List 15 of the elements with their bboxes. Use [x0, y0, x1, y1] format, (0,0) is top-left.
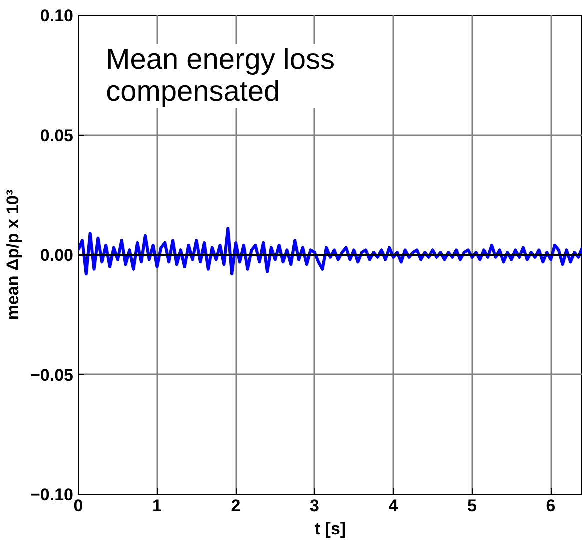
x-axis-title: t [s] — [314, 520, 346, 538]
y-tick-label: 0.00 — [40, 246, 74, 265]
x-tick-label: 2 — [231, 496, 241, 516]
y-axis-title: mean Δp/p x 10³ — [3, 190, 22, 320]
y-tick-label: 0.05 — [40, 126, 74, 146]
x-tick-label: 4 — [388, 496, 399, 516]
x-tick-label: 1 — [152, 496, 162, 516]
annotation: Mean energy loss compensated — [106, 44, 335, 108]
y-tick-label: 0.10 — [40, 6, 74, 26]
x-tick-label: 6 — [546, 496, 556, 516]
y-tick-label: −0.10 — [30, 486, 74, 504]
x-tick-label: 3 — [310, 496, 320, 516]
x-tick-label: 5 — [468, 496, 477, 516]
x-tick-label: 0 — [74, 496, 84, 516]
y-tick-label: −0.05 — [30, 366, 74, 385]
